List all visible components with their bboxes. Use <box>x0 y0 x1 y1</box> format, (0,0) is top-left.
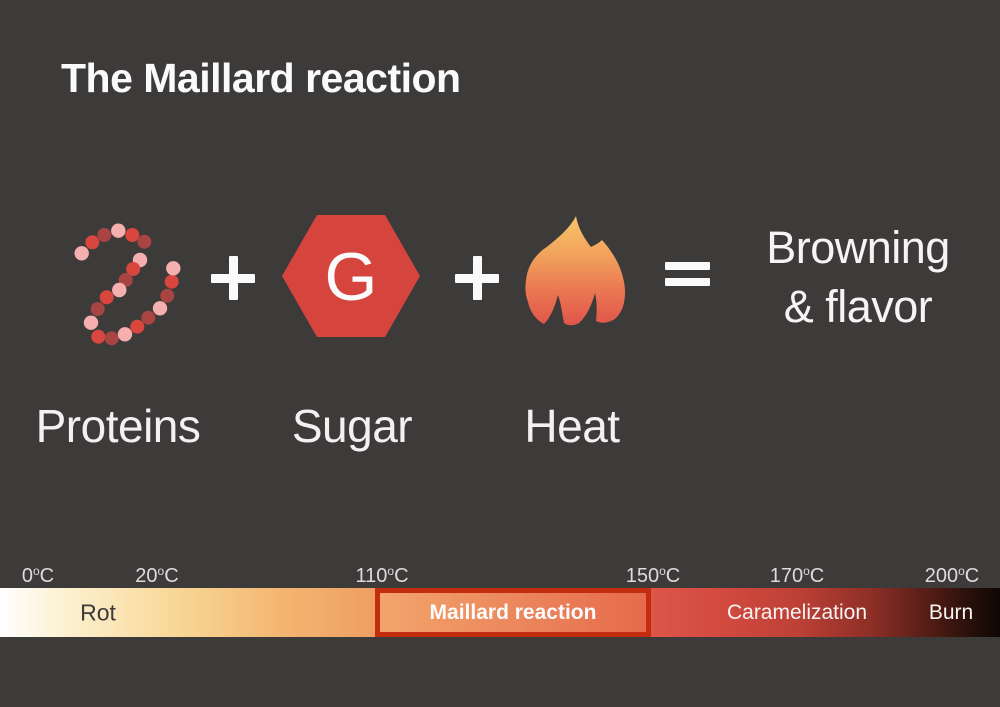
equals-bottom-bar <box>665 278 710 286</box>
tick-20c: 20oC <box>135 564 178 588</box>
tick-unit: C <box>164 565 179 587</box>
plus-vertical-bar <box>228 256 238 300</box>
result-line2: & flavor <box>783 281 933 332</box>
label-proteins: Proteins <box>35 400 201 452</box>
label-sugar: Sugar <box>291 400 413 452</box>
tick-value: 20 <box>135 565 158 587</box>
zone-rot-label: Rot <box>80 599 116 625</box>
glucose-symbol: G <box>325 239 378 315</box>
degree-symbol: o <box>387 564 395 578</box>
degree-symbol: o <box>32 564 40 578</box>
plus-operator <box>211 256 255 300</box>
tick-170c: 170oC <box>770 564 825 588</box>
zone-caramelization-burn: Caramelization Burn <box>651 588 1000 637</box>
zone-maillard-label: Maillard reaction <box>429 600 597 624</box>
flame-icon <box>525 216 625 326</box>
tick-value: 170 <box>769 565 804 587</box>
equals-operator <box>665 262 710 286</box>
degree-symbol: o <box>659 564 666 578</box>
result-text: Browning & flavor <box>766 218 950 336</box>
tick-110c: 110oC <box>355 564 408 588</box>
zone-burn-label: Burn <box>928 600 974 624</box>
degree-symbol: o <box>157 564 165 578</box>
equals-top-bar <box>665 262 710 270</box>
result-line1: Browning <box>766 222 950 273</box>
tick-unit: C <box>809 565 825 587</box>
tick-0c: 0oC <box>22 564 54 588</box>
page-title: The Maillard reaction <box>61 55 461 101</box>
sugar-hexagon-icon: G <box>282 215 420 337</box>
degree-symbol: o <box>803 564 810 578</box>
tick-value: 150 <box>625 565 660 587</box>
zone-maillard-reaction: Maillard reaction <box>375 588 651 637</box>
tick-value: 0 <box>21 565 33 587</box>
tick-unit: C <box>665 565 681 587</box>
tick-150c: 150oC <box>626 564 681 588</box>
zone-caramelization-label: Caramelization <box>726 600 868 624</box>
tick-value: 200 <box>924 565 959 587</box>
label-heat: Heat <box>524 400 620 452</box>
tick-unit: C <box>964 565 980 587</box>
plus-vertical-bar <box>472 256 482 300</box>
plus-operator <box>455 256 499 300</box>
tick-value: 110 <box>355 565 388 587</box>
proteins-icon <box>74 223 181 346</box>
tick-200c: 200oC <box>925 564 980 588</box>
zone-rot: Rot <box>0 588 375 637</box>
degree-symbol: o <box>958 564 965 578</box>
tick-unit: C <box>394 565 409 587</box>
tick-unit: C <box>39 565 55 587</box>
